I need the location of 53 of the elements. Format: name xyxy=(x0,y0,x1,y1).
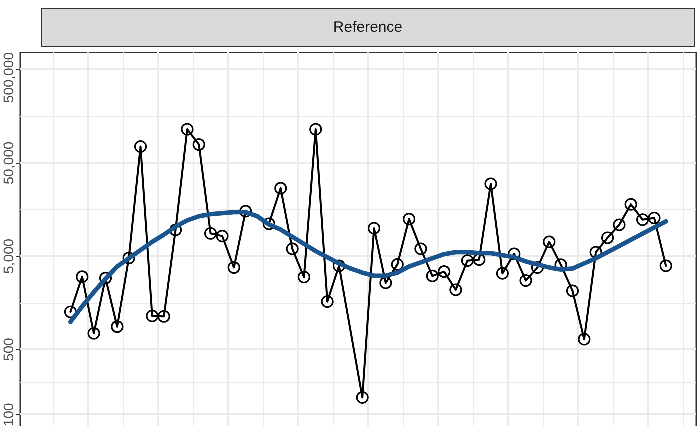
y-tick-label: 100 xyxy=(0,402,16,426)
point xyxy=(391,258,404,271)
point xyxy=(438,266,451,278)
line-series xyxy=(68,210,668,324)
point xyxy=(76,270,89,284)
point xyxy=(298,271,311,284)
point xyxy=(450,284,462,296)
point xyxy=(426,270,439,283)
point xyxy=(158,310,170,323)
point xyxy=(531,261,544,274)
point xyxy=(636,214,650,226)
point xyxy=(473,254,486,266)
point xyxy=(484,178,498,190)
point xyxy=(192,138,206,152)
point xyxy=(88,327,100,340)
point xyxy=(122,252,136,265)
point xyxy=(181,123,194,136)
point xyxy=(402,212,416,226)
y-tick-label: 50,000 xyxy=(0,142,16,185)
point xyxy=(274,182,288,195)
point xyxy=(146,310,159,323)
point xyxy=(496,267,509,280)
point xyxy=(660,260,672,272)
point xyxy=(356,391,369,404)
point xyxy=(648,212,661,225)
point xyxy=(111,320,124,334)
point xyxy=(204,227,218,240)
point xyxy=(262,218,276,230)
point xyxy=(216,230,229,243)
point xyxy=(508,248,521,260)
point xyxy=(578,333,591,346)
point xyxy=(624,198,638,211)
point xyxy=(286,242,299,256)
chart-title: Reference xyxy=(333,18,403,38)
point xyxy=(566,284,580,298)
y-tick-label: 500,000 xyxy=(0,52,16,104)
point xyxy=(368,222,381,235)
point xyxy=(228,261,240,274)
y-tick-label: 5,000 xyxy=(0,238,16,274)
point xyxy=(240,205,252,218)
point xyxy=(310,123,322,136)
y-tick-label: 500 xyxy=(0,338,16,362)
point xyxy=(414,242,428,256)
point xyxy=(543,236,556,248)
point xyxy=(601,232,614,244)
point xyxy=(169,224,182,236)
point xyxy=(321,296,334,308)
point xyxy=(613,218,626,232)
point xyxy=(99,272,112,285)
point xyxy=(134,140,148,154)
point xyxy=(461,254,474,268)
point xyxy=(520,274,532,288)
point xyxy=(380,276,392,290)
